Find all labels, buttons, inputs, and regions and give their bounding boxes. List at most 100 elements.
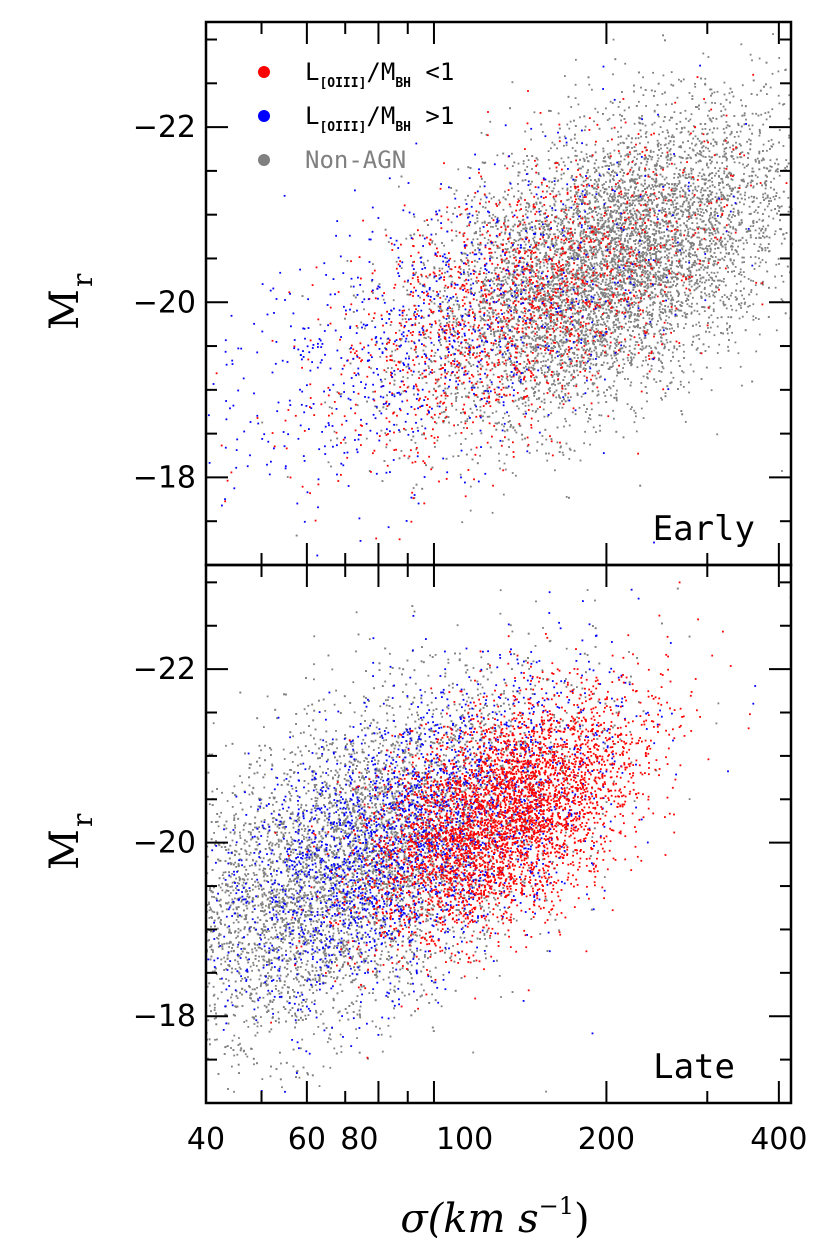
data-point — [494, 222, 497, 225]
data-point — [690, 169, 693, 172]
data-point — [596, 355, 598, 358]
data-point — [675, 128, 678, 130]
data-point — [629, 238, 632, 240]
data-point — [494, 267, 497, 269]
data-point — [511, 250, 514, 252]
data-point — [551, 268, 553, 271]
data-point — [584, 223, 586, 225]
data-point — [720, 195, 723, 198]
data-point — [598, 414, 601, 417]
data-point — [582, 277, 585, 280]
data-point — [579, 292, 582, 294]
data-point — [697, 174, 700, 177]
data-point — [637, 242, 640, 245]
data-point — [585, 185, 588, 188]
data-point — [668, 163, 671, 165]
data-point — [767, 140, 770, 142]
data-point — [623, 363, 626, 365]
data-point — [721, 296, 724, 298]
data-point — [432, 394, 435, 396]
data-point — [506, 379, 509, 382]
data-point — [605, 354, 608, 357]
data-point — [580, 395, 583, 398]
data-point — [414, 348, 417, 350]
data-point — [561, 208, 564, 210]
data-point — [344, 442, 347, 444]
data-point — [744, 191, 747, 194]
data-point — [610, 200, 613, 203]
data-point — [613, 337, 616, 340]
data-point — [566, 340, 568, 343]
data-point — [690, 167, 692, 170]
data-point — [602, 278, 604, 281]
data-point — [599, 208, 601, 210]
data-point — [702, 150, 705, 152]
data-point — [698, 236, 701, 239]
data-point — [607, 224, 610, 227]
data-point — [545, 331, 548, 334]
data-point — [730, 232, 733, 235]
data-point — [742, 248, 745, 251]
data-point — [758, 134, 761, 137]
data-point — [598, 179, 600, 182]
data-point — [565, 270, 568, 273]
data-point — [737, 213, 740, 216]
data-point — [723, 294, 726, 296]
data-point — [590, 327, 593, 329]
data-point — [458, 304, 461, 307]
data-point — [601, 219, 604, 222]
data-point — [563, 144, 565, 147]
data-point — [664, 281, 666, 283]
data-point — [743, 261, 745, 263]
data-point — [609, 227, 612, 230]
data-point — [534, 356, 537, 359]
data-point — [589, 262, 592, 264]
data-point — [770, 209, 773, 212]
data-point — [717, 221, 720, 224]
data-point — [699, 191, 702, 194]
data-point — [385, 408, 388, 410]
data-point — [470, 365, 472, 367]
data-point — [558, 262, 561, 265]
data-point — [521, 382, 524, 385]
data-point — [481, 392, 484, 395]
data-point — [553, 373, 556, 376]
panel-early: −18−20−22 L[OIII]/MBH <1L[OIII]/MBH >1No… — [42, 22, 793, 565]
data-point — [665, 295, 667, 297]
data-point — [547, 358, 549, 361]
data-point — [768, 215, 770, 218]
data-point — [674, 217, 676, 219]
data-point — [600, 247, 602, 250]
data-point — [628, 267, 631, 270]
data-point — [433, 371, 436, 373]
data-point — [665, 202, 668, 205]
data-point — [691, 95, 694, 97]
data-point — [613, 324, 615, 326]
data-point — [537, 244, 540, 247]
data-point — [635, 430, 638, 433]
data-point — [634, 137, 637, 140]
data-point — [434, 243, 437, 246]
data-point — [704, 128, 707, 130]
data-point — [479, 454, 481, 457]
data-point — [547, 285, 549, 288]
data-point — [440, 376, 442, 379]
data-point — [688, 251, 691, 254]
data-point — [639, 153, 641, 155]
data-point — [642, 220, 645, 222]
data-point — [696, 310, 699, 313]
data-point — [629, 153, 632, 156]
data-point — [517, 239, 520, 242]
data-point — [525, 346, 528, 349]
data-point — [716, 220, 718, 222]
data-point — [706, 164, 708, 167]
data-point — [549, 387, 551, 389]
data-point — [529, 189, 531, 191]
data-point — [482, 385, 484, 388]
data-point — [701, 281, 704, 284]
data-point — [642, 185, 645, 187]
data-point — [590, 301, 592, 303]
data-point — [586, 316, 589, 319]
data-point — [483, 220, 486, 223]
data-point — [661, 131, 664, 133]
